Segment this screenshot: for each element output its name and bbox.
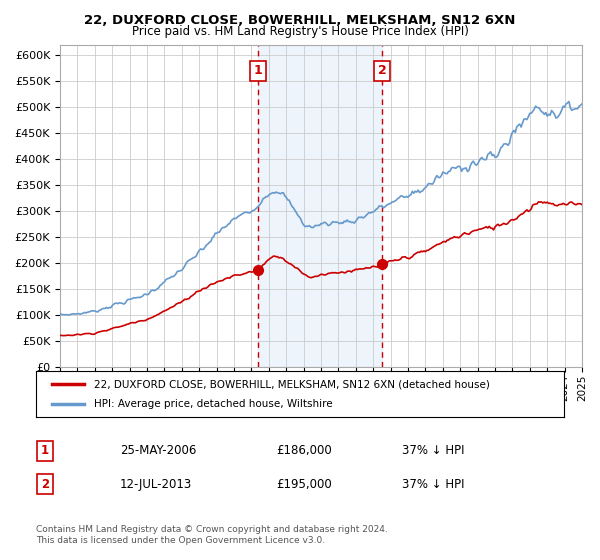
Text: 22, DUXFORD CLOSE, BOWERHILL, MELKSHAM, SN12 6XN: 22, DUXFORD CLOSE, BOWERHILL, MELKSHAM, …: [85, 14, 515, 27]
Text: 1: 1: [254, 64, 262, 77]
Bar: [258, 45, 382, 367]
Text: 2: 2: [41, 478, 49, 491]
Text: HPI: Average price, detached house, Wiltshire: HPI: Average price, detached house, Wilt…: [94, 399, 333, 409]
Text: 25-MAY-2006: 25-MAY-2006: [120, 444, 196, 458]
Text: 37% ↓ HPI: 37% ↓ HPI: [402, 478, 464, 491]
Text: 37% ↓ HPI: 37% ↓ HPI: [402, 444, 464, 458]
Text: 2: 2: [378, 64, 386, 77]
Text: This data is licensed under the Open Government Licence v3.0.: This data is licensed under the Open Gov…: [36, 536, 325, 545]
Text: 1: 1: [41, 444, 49, 458]
Text: 22, DUXFORD CLOSE, BOWERHILL, MELKSHAM, SN12 6XN (detached house): 22, DUXFORD CLOSE, BOWERHILL, MELKSHAM, …: [94, 379, 490, 389]
Text: £195,000: £195,000: [276, 478, 332, 491]
Text: Contains HM Land Registry data © Crown copyright and database right 2024.: Contains HM Land Registry data © Crown c…: [36, 525, 388, 534]
Text: Price paid vs. HM Land Registry's House Price Index (HPI): Price paid vs. HM Land Registry's House …: [131, 25, 469, 38]
Text: £186,000: £186,000: [276, 444, 332, 458]
Text: 12-JUL-2013: 12-JUL-2013: [120, 478, 192, 491]
